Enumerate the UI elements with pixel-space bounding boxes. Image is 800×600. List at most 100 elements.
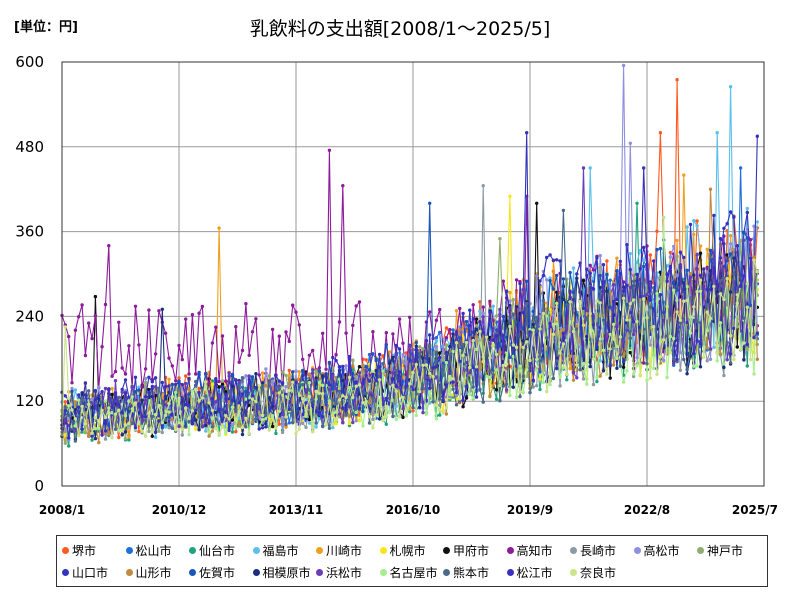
data-point: [558, 384, 562, 388]
data-point: [334, 358, 338, 363]
data-point: [545, 314, 549, 318]
data-point: [705, 359, 709, 363]
data-point: [738, 284, 743, 288]
data-point: [294, 380, 298, 385]
data-point: [451, 387, 455, 391]
data-point: [150, 380, 154, 384]
data-point: [665, 304, 669, 309]
legend-label: 名古屋市: [389, 566, 438, 580]
data-point: [488, 375, 492, 380]
data-point: [80, 397, 84, 401]
data-point: [347, 375, 352, 380]
data-point: [745, 206, 749, 211]
data-point: [531, 328, 535, 332]
data-point: [601, 263, 606, 267]
data-point: [80, 427, 84, 431]
data-point: [311, 403, 315, 408]
data-point: [240, 392, 245, 396]
data-point: [434, 344, 439, 349]
data-point: [377, 352, 382, 357]
data-point: [337, 398, 342, 402]
legend-label: 甲府市: [453, 544, 490, 558]
data-point: [615, 297, 619, 302]
data-point: [207, 401, 211, 405]
data-point: [257, 427, 261, 431]
data-point: [718, 237, 723, 241]
data-point: [608, 284, 612, 288]
data-point: [531, 385, 535, 389]
data-point: [478, 368, 482, 372]
data-point: [327, 360, 332, 365]
data-point: [501, 384, 505, 388]
data-point: [735, 325, 739, 329]
data-point: [194, 387, 198, 391]
legend-marker: [379, 569, 387, 576]
legend-marker: [570, 547, 577, 554]
data-point: [270, 424, 275, 429]
data-point: [301, 416, 305, 420]
data-point: [668, 350, 673, 355]
data-point: [250, 420, 255, 424]
data-point: [247, 377, 251, 382]
data-point: [391, 414, 395, 419]
data-point: [174, 390, 178, 395]
data-point: [401, 353, 405, 357]
data-point: [728, 252, 733, 256]
data-point: [668, 255, 673, 259]
data-point: [444, 350, 449, 354]
data-point: [471, 338, 475, 343]
data-point: [468, 370, 472, 375]
data-point: [311, 397, 315, 402]
data-point: [748, 357, 753, 362]
legend-marker: [316, 569, 323, 576]
data-point: [190, 313, 195, 317]
data-point: [702, 267, 706, 271]
data-point: [581, 312, 586, 316]
data-point: [177, 343, 181, 348]
data-point: [157, 429, 161, 433]
data-point: [227, 371, 231, 375]
data-point: [97, 394, 101, 398]
data-point: [157, 309, 161, 313]
data-point: [474, 395, 479, 399]
data-point: [297, 382, 301, 387]
data-point: [143, 415, 148, 419]
data-point: [127, 438, 131, 442]
data-point: [662, 338, 666, 342]
data-point: [404, 414, 408, 418]
data-point: [598, 289, 602, 294]
data-point: [177, 396, 181, 400]
data-point: [287, 374, 291, 378]
data-point: [568, 354, 572, 358]
data-point: [67, 436, 71, 440]
data-point: [347, 414, 352, 418]
data-point: [170, 426, 174, 430]
data-point: [745, 342, 749, 347]
data-point: [498, 383, 502, 388]
data-point: [408, 401, 412, 405]
data-point: [187, 416, 191, 421]
data-point: [578, 299, 582, 304]
legend-item: 甲府市: [443, 542, 489, 559]
data-point: [551, 287, 556, 291]
data-point: [230, 418, 235, 422]
data-point: [655, 247, 659, 252]
data-point: [692, 305, 696, 309]
data-point: [237, 401, 241, 405]
legend-marker: [189, 547, 196, 554]
data-point: [210, 379, 215, 383]
legend-label: 熊本市: [453, 566, 490, 580]
data-point: [304, 412, 308, 416]
data-point: [725, 277, 729, 281]
data-point: [514, 373, 519, 378]
data-point: [625, 369, 629, 373]
data-point: [545, 278, 549, 282]
data-point: [184, 317, 188, 321]
data-point: [468, 365, 472, 370]
data-point: [478, 329, 482, 334]
data-point: [361, 381, 365, 386]
data-point: [317, 410, 322, 415]
data-point: [688, 272, 693, 276]
data-point: [107, 244, 111, 248]
data-point: [431, 400, 435, 404]
